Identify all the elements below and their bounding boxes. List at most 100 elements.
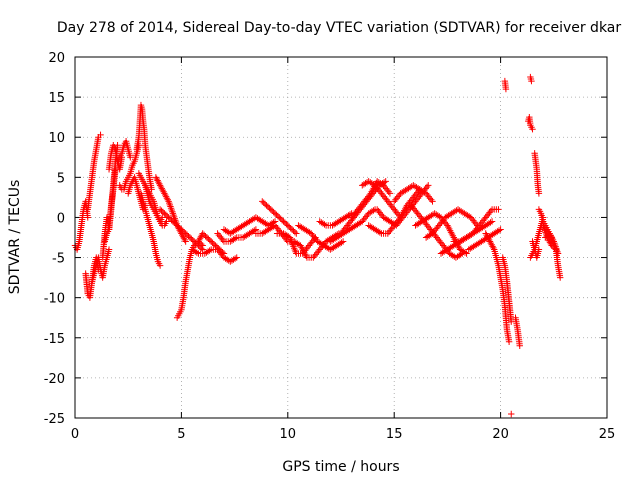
data-point [405,206,413,213]
data-point [260,199,267,206]
series-arc-53 [542,230,562,257]
data-point [175,223,182,231]
data-point [182,238,189,245]
data-point [166,215,174,222]
data-point [486,209,493,216]
data-point [391,221,398,228]
data-point [286,223,293,231]
data-point [415,211,423,219]
data-point [342,223,350,231]
data-point [467,214,475,221]
data-point [199,230,206,237]
data-point [163,194,171,202]
data-point [280,218,287,225]
data-point [344,222,351,229]
data-point [484,233,491,240]
data-point [181,236,189,244]
data-point [387,201,394,208]
data-point [376,229,384,236]
series-arc-4 [88,246,113,285]
data-point [219,249,226,256]
data-point [362,196,369,203]
series-arc-22 [259,198,300,237]
data-point [387,227,394,234]
data-point [429,198,436,205]
data-point [181,228,188,236]
data-point [549,236,557,244]
data-point [365,193,372,200]
series-arc-27 [316,210,355,229]
series-arc-49 [529,238,543,261]
data-point [375,207,382,215]
data-point [399,214,406,221]
data-point [439,217,446,224]
data-point [413,189,421,196]
data-point [408,202,415,209]
data-point [209,239,216,247]
data-point [281,219,289,226]
data-point [216,246,223,253]
data-point [345,220,352,228]
data-point [479,217,487,224]
data-point [261,200,269,208]
data-point [273,211,280,218]
data-point [410,194,417,201]
data-point [457,251,464,258]
data-point [382,178,389,185]
data-point [425,182,432,189]
y-tick-label: -15 [44,332,65,347]
data-point [203,234,211,241]
data-point [217,247,225,255]
data-point [554,250,562,257]
data-point [169,218,177,225]
data-point [195,238,202,245]
data-point [284,222,291,229]
data-point [183,231,191,239]
data-point [171,219,178,226]
data-point [405,200,412,208]
series-arc-40 [465,226,504,253]
data-point [361,215,369,222]
data-point [388,203,395,210]
data-point [423,221,430,228]
data-point [473,225,480,232]
data-point [264,203,272,210]
data-point [205,235,212,243]
y-tick-label: 10 [48,131,65,146]
data-point [348,214,355,221]
data-point [373,183,380,191]
data-point [196,236,203,244]
x-tick-label: 10 [280,427,297,442]
data-point [463,250,470,257]
data-point [373,206,381,213]
data-point [200,231,208,239]
data-point [159,208,167,216]
y-tick-label: 0 [57,211,65,226]
x-tick-label: 0 [71,427,79,442]
data-point [176,224,184,232]
data-point [406,199,413,206]
data-point [435,222,443,229]
data-point [438,240,446,248]
data-point [341,225,349,232]
data-point [189,236,196,244]
data-point [270,223,277,230]
data-point [339,238,347,245]
data-point [163,218,170,225]
data-point [179,233,187,240]
data-point [543,232,550,240]
data-point [396,217,404,224]
data-point [383,196,390,203]
series-arc-13 [137,190,164,269]
data-point [389,204,397,212]
data-point [485,211,492,218]
data-point [263,202,270,209]
data-point [363,194,371,202]
data-point [393,194,400,202]
series-arc-43 [501,77,510,93]
data-point [411,207,419,214]
data-point [310,254,317,261]
plot-frame [74,56,608,419]
data-points [71,73,564,418]
series-arc-21 [220,214,279,237]
